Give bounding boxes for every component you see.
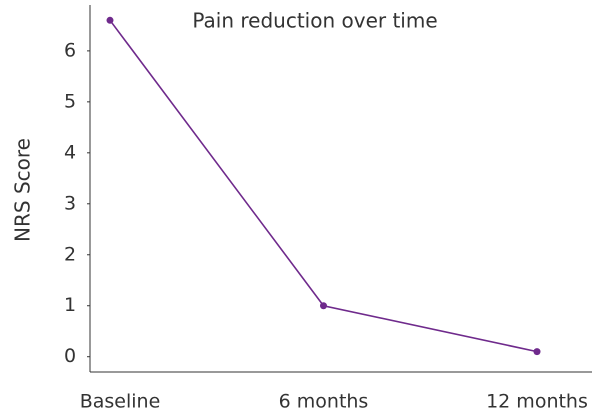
x-tick-label: 12 months bbox=[486, 391, 588, 413]
point bbox=[106, 16, 114, 24]
y-tick-label: 2 bbox=[64, 243, 76, 265]
y-tick-label: 4 bbox=[64, 141, 76, 163]
y-tick-label: 1 bbox=[64, 294, 76, 316]
y-tick-label: 0 bbox=[64, 345, 76, 367]
y-tick-label: 6 bbox=[64, 39, 76, 61]
x-tick-label: Baseline bbox=[80, 391, 161, 413]
y-tick-label: 3 bbox=[64, 192, 76, 214]
point bbox=[320, 302, 327, 310]
y-tick-label: 5 bbox=[64, 90, 76, 112]
point bbox=[533, 348, 541, 356]
chart-title: Pain reduction over time bbox=[192, 9, 437, 33]
x-tick-label: 6 months bbox=[279, 391, 369, 413]
line bbox=[109, 19, 538, 353]
y-axis-label: NRS Score bbox=[11, 138, 35, 242]
